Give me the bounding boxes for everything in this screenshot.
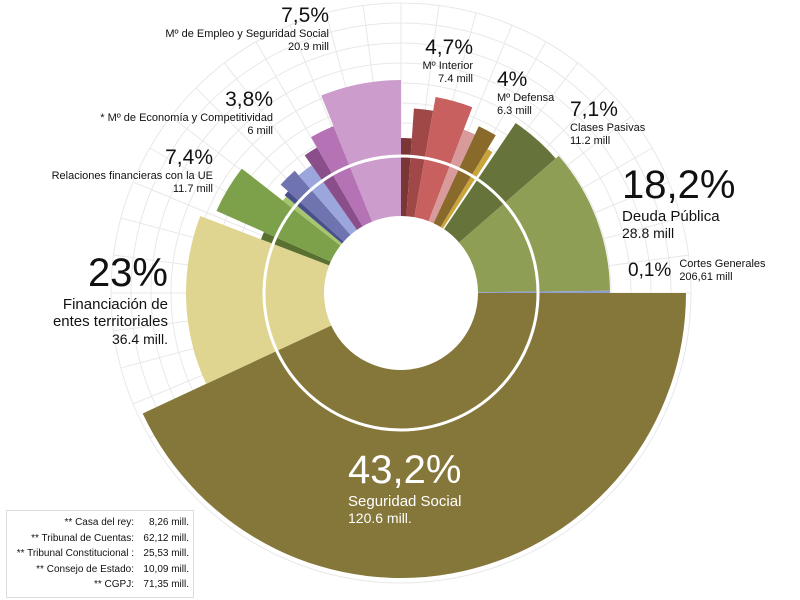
- footnote-box: ** Casa del rey: 8,26 mill. ** Tribunal de…: [6, 510, 194, 598]
- name: Cortes Generales: [679, 258, 766, 270]
- pct: 4,7%: [425, 36, 473, 59]
- label-defensa: 4% Mº Defensa 6.3 mill: [497, 68, 554, 117]
- name: Mº de Empleo y Seguridad Social: [165, 28, 329, 41]
- label-empleo: 7,5% Mº de Empleo y Seguridad Social 20.…: [165, 4, 329, 53]
- footnote-value: 71,35 mill.: [143, 579, 189, 590]
- amount: 11.2 mill: [570, 134, 611, 147]
- wedge-deuda-publica: [459, 155, 610, 293]
- amount: 11.7 mill: [172, 182, 213, 195]
- label-economia: 3,8% * Mº de Economía y Competitividad 6…: [100, 88, 273, 137]
- wedge-economia-sub: [284, 191, 344, 244]
- footnote-value: 62,12 mill.: [143, 532, 189, 544]
- label-seguridad: 43,2% Seguridad Social 120.6 mill.: [348, 447, 461, 526]
- wedge-empleo: [321, 80, 401, 222]
- pct: 4%: [497, 68, 528, 91]
- pct: 3,8%: [225, 88, 273, 111]
- wedge-interior-sub: [406, 108, 434, 218]
- wedge-defensa-sub: [440, 148, 493, 229]
- amount: 7.4 mill: [438, 72, 473, 85]
- pct: 0,1%: [628, 259, 672, 281]
- label-cortes: 0,1% Cortes Generales 206,61 mill: [628, 258, 766, 283]
- pct: 18,2%: [622, 163, 736, 207]
- footnote-row: ** Consejo de Estado: 10,09 mill.: [11, 562, 189, 578]
- label-clases: 7,1% Clases Pasivas 11.2 mill: [570, 98, 645, 147]
- wedge-interior-sub: [428, 129, 475, 224]
- amount: 206,61 mill: [679, 270, 733, 283]
- name: Relaciones financieras con la UE: [51, 170, 213, 183]
- amount: 6 mill: [247, 124, 273, 137]
- name: Mº Defensa: [497, 92, 555, 105]
- footnote-row: ** CGPJ: 71,35 mill.: [11, 577, 189, 593]
- name: * Mº de Economía y Competitividad: [100, 112, 273, 125]
- pct: 7,1%: [570, 98, 618, 121]
- wedge-interior: [414, 97, 473, 222]
- name-line: entes territoriales: [52, 313, 168, 331]
- footnote-value: 25,53 mill.: [143, 548, 189, 559]
- label-deuda: 18,2% Deuda Pública 28.8 mill: [622, 162, 735, 241]
- name: Clases Pasivas: [570, 122, 646, 135]
- wedge-empleo-sub: [311, 126, 373, 227]
- name: Mº Interior: [422, 60, 473, 73]
- amount: 20.9 mill: [288, 40, 329, 53]
- amount: 6.3 mill: [497, 104, 532, 117]
- pct: 23%: [87, 251, 168, 295]
- wedge-empleo-sub: [304, 147, 363, 230]
- pct: 7,4%: [165, 146, 213, 169]
- label-relaciones: 7,4% Relaciones financieras con la UE 11…: [52, 146, 213, 195]
- name: Seguridad Social: [348, 493, 462, 510]
- wedge-seguridad-social: [142, 293, 687, 579]
- wedge-relaciones: [216, 168, 341, 262]
- wedge-cortes-generales: [477, 290, 610, 293]
- amount: 28.8 mill: [622, 225, 675, 242]
- footnote-label: ** Consejo de Estado:: [36, 563, 134, 575]
- wedge-economia-sub: [298, 165, 357, 235]
- footnote-label: ** Casa del rey:: [64, 517, 134, 528]
- footnote-row: ** Casa del rey: 8,26 mill.: [11, 515, 189, 531]
- label-financiacion: 23% Financiación de entes territoriales …: [53, 250, 168, 347]
- name-line: Financiación de: [62, 296, 168, 313]
- pct: 7,5%: [281, 4, 329, 27]
- footnote-value: 10,09 mill.: [143, 563, 189, 575]
- ring-divider: [262, 154, 540, 432]
- pct: 43,2%: [348, 448, 462, 492]
- footnote-label: ** CGPJ:: [93, 579, 134, 590]
- wedge-relaciones-sub: [282, 196, 343, 246]
- footnote-row: ** Tribunal de Cuentas: 62,12 mill.: [11, 531, 189, 547]
- label-interior: 4,7% Mº Interior 7.4 mill: [423, 36, 473, 85]
- amount: 120.6 mill.: [348, 510, 412, 527]
- name: Deuda Pública: [622, 208, 720, 225]
- wedge-relaciones-sub: [260, 231, 331, 266]
- amount: 36.4 mill.: [111, 330, 168, 347]
- wedge-clases-pasivas: [444, 123, 556, 243]
- footnote-row: ** Tribunal Constitucional : 25,53 mill.: [11, 546, 189, 562]
- footnote-label: ** Tribunal Constitucional :: [16, 548, 134, 559]
- wedge-defensa: [433, 126, 496, 227]
- wedge-economia: [280, 170, 351, 242]
- footnote-label: ** Tribunal de Cuentas:: [31, 532, 134, 544]
- wedge-financiacion: [186, 215, 332, 384]
- footnote-value: 8,26 mill.: [148, 517, 189, 528]
